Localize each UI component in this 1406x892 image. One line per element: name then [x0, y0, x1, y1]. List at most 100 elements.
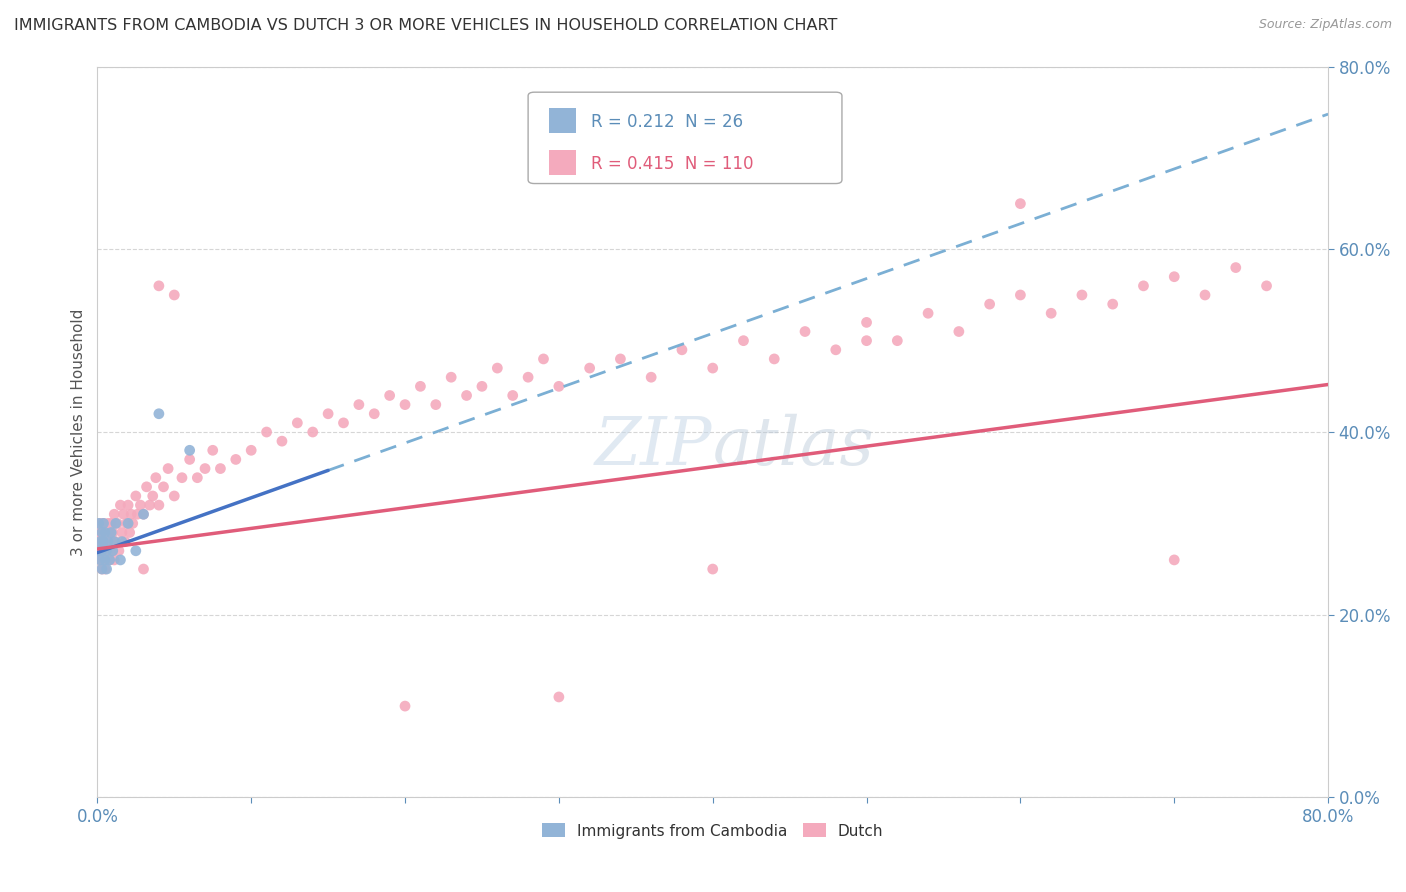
Point	[114, 534, 136, 549]
Point	[1256, 278, 1278, 293]
Point	[100, 516, 122, 531]
Point	[1101, 297, 1123, 311]
Point	[624, 133, 647, 147]
Point	[186, 471, 208, 485]
Point	[96, 543, 118, 558]
Point	[671, 343, 693, 357]
Point	[97, 543, 120, 558]
Point	[91, 543, 114, 558]
Point	[148, 278, 170, 293]
Point	[640, 370, 662, 384]
Point	[347, 398, 370, 412]
Point	[201, 443, 224, 458]
Point	[94, 562, 117, 576]
Point	[89, 553, 111, 567]
Point	[547, 690, 569, 704]
Point	[425, 398, 447, 412]
Point	[135, 480, 157, 494]
Point	[285, 416, 308, 430]
Point	[91, 562, 114, 576]
Text: IMMIGRANTS FROM CAMBODIA VS DUTCH 3 OR MORE VEHICLES IN HOUSEHOLD CORRELATION CH: IMMIGRANTS FROM CAMBODIA VS DUTCH 3 OR M…	[14, 18, 838, 33]
Point	[100, 525, 122, 540]
Point	[125, 543, 148, 558]
Text: Source: ZipAtlas.com: Source: ZipAtlas.com	[1258, 18, 1392, 31]
Point	[855, 315, 877, 329]
Point	[702, 361, 724, 376]
Point	[112, 508, 135, 522]
Point	[89, 553, 111, 567]
Point	[132, 562, 155, 576]
Point	[96, 553, 118, 567]
Point	[517, 370, 540, 384]
Point	[794, 325, 817, 339]
Point	[94, 525, 117, 540]
Point	[1163, 269, 1185, 284]
Point	[733, 334, 755, 348]
Point	[98, 553, 121, 567]
Point	[97, 534, 120, 549]
Point	[394, 699, 416, 714]
Point	[96, 562, 118, 576]
Point	[103, 508, 125, 522]
Point	[89, 534, 111, 549]
Point	[157, 461, 180, 475]
Point	[98, 553, 121, 567]
Point	[87, 516, 110, 531]
Point	[93, 516, 115, 531]
Point	[103, 534, 125, 549]
Text: R = 0.415  N = 110: R = 0.415 N = 110	[591, 154, 754, 173]
Point	[98, 525, 121, 540]
FancyBboxPatch shape	[529, 92, 842, 184]
Point	[702, 562, 724, 576]
Point	[256, 425, 278, 439]
Point	[194, 461, 217, 475]
Point	[105, 516, 128, 531]
Point	[1225, 260, 1247, 275]
Point	[89, 525, 111, 540]
Point	[103, 553, 125, 567]
Point	[100, 534, 122, 549]
Point	[502, 388, 524, 402]
Point	[1194, 288, 1216, 302]
Point	[97, 516, 120, 531]
Point	[1040, 306, 1063, 320]
Point	[1010, 288, 1032, 302]
Point	[1163, 553, 1185, 567]
Point	[91, 543, 114, 558]
Point	[394, 398, 416, 412]
Point	[456, 388, 478, 402]
Point	[152, 480, 174, 494]
Point	[101, 543, 124, 558]
Point	[94, 525, 117, 540]
Point	[332, 416, 354, 430]
Point	[132, 508, 155, 522]
Point	[1071, 288, 1094, 302]
Point	[409, 379, 432, 393]
Point	[316, 407, 339, 421]
Point	[179, 443, 201, 458]
FancyBboxPatch shape	[548, 109, 576, 133]
Point	[148, 498, 170, 512]
Point	[94, 553, 117, 567]
Legend: Immigrants from Cambodia, Dutch: Immigrants from Cambodia, Dutch	[536, 817, 890, 845]
Point	[93, 553, 115, 567]
Point	[118, 525, 141, 540]
Point	[121, 516, 143, 531]
Point	[91, 562, 114, 576]
Point	[948, 325, 970, 339]
Point	[110, 498, 132, 512]
Point	[979, 297, 1001, 311]
Point	[91, 534, 114, 549]
Point	[111, 534, 134, 549]
Point	[111, 525, 134, 540]
Point	[855, 334, 877, 348]
Point	[129, 498, 152, 512]
Point	[471, 379, 494, 393]
Text: atlas: atlas	[713, 414, 875, 479]
Text: R = 0.212  N = 26: R = 0.212 N = 26	[591, 112, 742, 130]
Point	[145, 471, 167, 485]
Y-axis label: 3 or more Vehicles in Household: 3 or more Vehicles in Household	[72, 309, 86, 556]
Point	[886, 334, 908, 348]
Point	[917, 306, 939, 320]
Point	[117, 498, 139, 512]
